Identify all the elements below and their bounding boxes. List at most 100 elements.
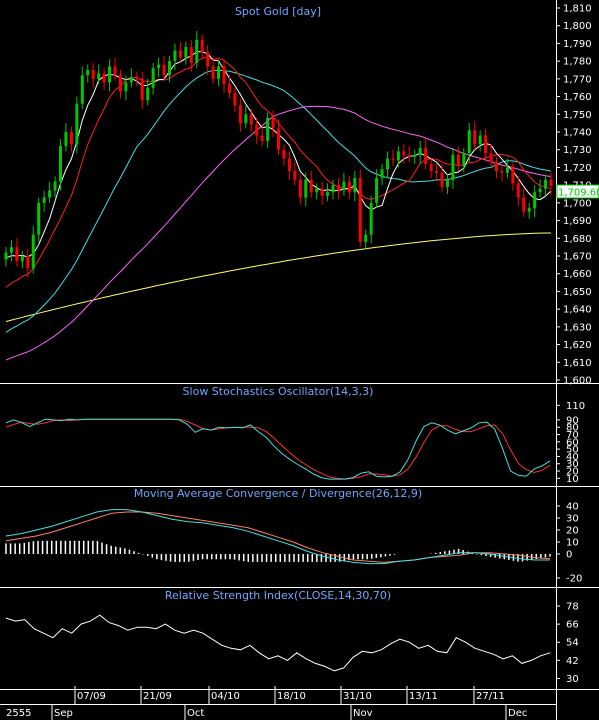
macd-histogram: [5, 540, 551, 562]
macd-line: [5, 509, 550, 565]
price-tick-label: 1,810: [563, 4, 592, 15]
candle-body: [189, 46, 193, 63]
rsi-tick-label: 78: [566, 602, 579, 613]
date-label-3110: 31/10: [343, 691, 372, 702]
candle-body: [320, 188, 324, 196]
candle-body: [200, 39, 204, 53]
date-label-0410: 04/10: [211, 691, 240, 702]
candle-body: [195, 39, 199, 63]
price-tick-label: 1,700: [563, 198, 592, 209]
candle-body: [151, 68, 155, 88]
candle-body: [347, 181, 351, 193]
candle-body: [522, 197, 526, 212]
candle-body: [293, 170, 297, 180]
candle-body: [440, 172, 444, 187]
candle-body: [64, 132, 68, 147]
candle-body: [97, 73, 101, 79]
macd-tick-label: 10: [566, 538, 579, 549]
candle-body: [511, 167, 515, 184]
stochastics-tick-label: 20: [566, 467, 579, 478]
candle-body: [9, 247, 13, 253]
price-tick-label: 1,750: [563, 110, 592, 121]
date-label-2711: 27/11: [476, 691, 505, 702]
candle-body: [484, 135, 488, 154]
candle-body: [298, 179, 302, 198]
candle-body: [544, 179, 548, 189]
rsi-tick-label: 66: [566, 620, 579, 631]
candle-body: [211, 66, 215, 79]
candle-body: [473, 130, 477, 145]
date-label-1810: 18/10: [277, 691, 306, 702]
price-tick-label: 1,720: [563, 163, 592, 174]
candle-body: [118, 75, 122, 92]
rsi-line: [5, 614, 551, 672]
candle-body: [20, 256, 24, 262]
last-price-value: 1,709.60: [558, 188, 599, 199]
stochastics-tick-label: 70: [566, 430, 579, 441]
rsi-tick-label: 42: [566, 656, 579, 667]
price-panel-title: Spot Gold [day]: [235, 5, 321, 18]
candle-body: [266, 117, 270, 141]
candle-body: [53, 181, 57, 191]
last-price-label: 1,709.60: [556, 184, 599, 199]
macd-tick-label: -20: [566, 574, 582, 585]
candle-body: [478, 135, 482, 145]
stochastics-panel-title: Slow Stochastics Oscillator(14,3,3): [183, 385, 374, 398]
candle-body: [42, 197, 46, 203]
date-x-axis: [0, 686, 556, 720]
month-label-sep: Sep: [54, 708, 73, 719]
price-tick-label: 1,660: [563, 269, 592, 280]
candle-body: [15, 247, 19, 262]
candle-body: [146, 87, 150, 101]
rsi-y-axis: 30 42 54 66 78: [556, 602, 579, 685]
candle-body: [429, 163, 433, 171]
candle-body: [282, 149, 286, 159]
price-tick-label: 1,730: [563, 145, 592, 156]
candle-body: [342, 181, 346, 191]
candle-body: [445, 179, 449, 187]
candle-body: [277, 128, 280, 150]
month-label-nov: Nov: [353, 708, 373, 719]
month-label-dec: Dec: [508, 708, 527, 719]
candle-body: [451, 155, 455, 180]
rsi-tick-label: 30: [566, 674, 579, 685]
price-tick-label: 1,780: [563, 57, 592, 68]
candle-body: [375, 178, 379, 203]
candle-body: [75, 103, 79, 145]
candle-body: [124, 82, 128, 92]
month-label-oct: Oct: [187, 708, 204, 719]
candle-body: [37, 202, 41, 235]
candle-body: [168, 61, 171, 76]
candle-body: [386, 158, 389, 170]
candle-body: [505, 167, 509, 173]
candle-body: [86, 70, 90, 76]
candle-body: [238, 105, 242, 124]
candle-body: [380, 169, 384, 179]
candle-body: [4, 252, 8, 260]
candle-body: [129, 77, 133, 83]
price-y-axis: 1,600 1,610 1,620 1,630 1,640 1,650 1,660 1,670…: [556, 4, 592, 387]
price-tick-label: 1,600: [563, 376, 592, 387]
candle-body: [413, 155, 417, 157]
candle-body: [456, 155, 460, 166]
candle-body: [391, 158, 395, 161]
price-tick-label: 1,690: [563, 216, 592, 227]
price-tick-label: 1,670: [563, 252, 592, 263]
candle-body: [26, 256, 30, 269]
ma10-line: [5, 57, 552, 288]
macd-tick-label: 0: [566, 550, 572, 561]
candle-body: [516, 183, 520, 198]
candle-body: [233, 93, 237, 106]
candle-body: [206, 52, 210, 67]
stochastics-tick-label: 10: [566, 474, 579, 485]
candle-body: [402, 151, 406, 156]
candle-body: [462, 153, 466, 166]
macd-tick-label: 20: [566, 526, 579, 537]
date-label-1311: 13/11: [409, 691, 438, 702]
candle-body: [309, 179, 313, 193]
price-tick-label: 1,770: [563, 74, 592, 85]
price-tick-label: 1,790: [563, 39, 592, 50]
